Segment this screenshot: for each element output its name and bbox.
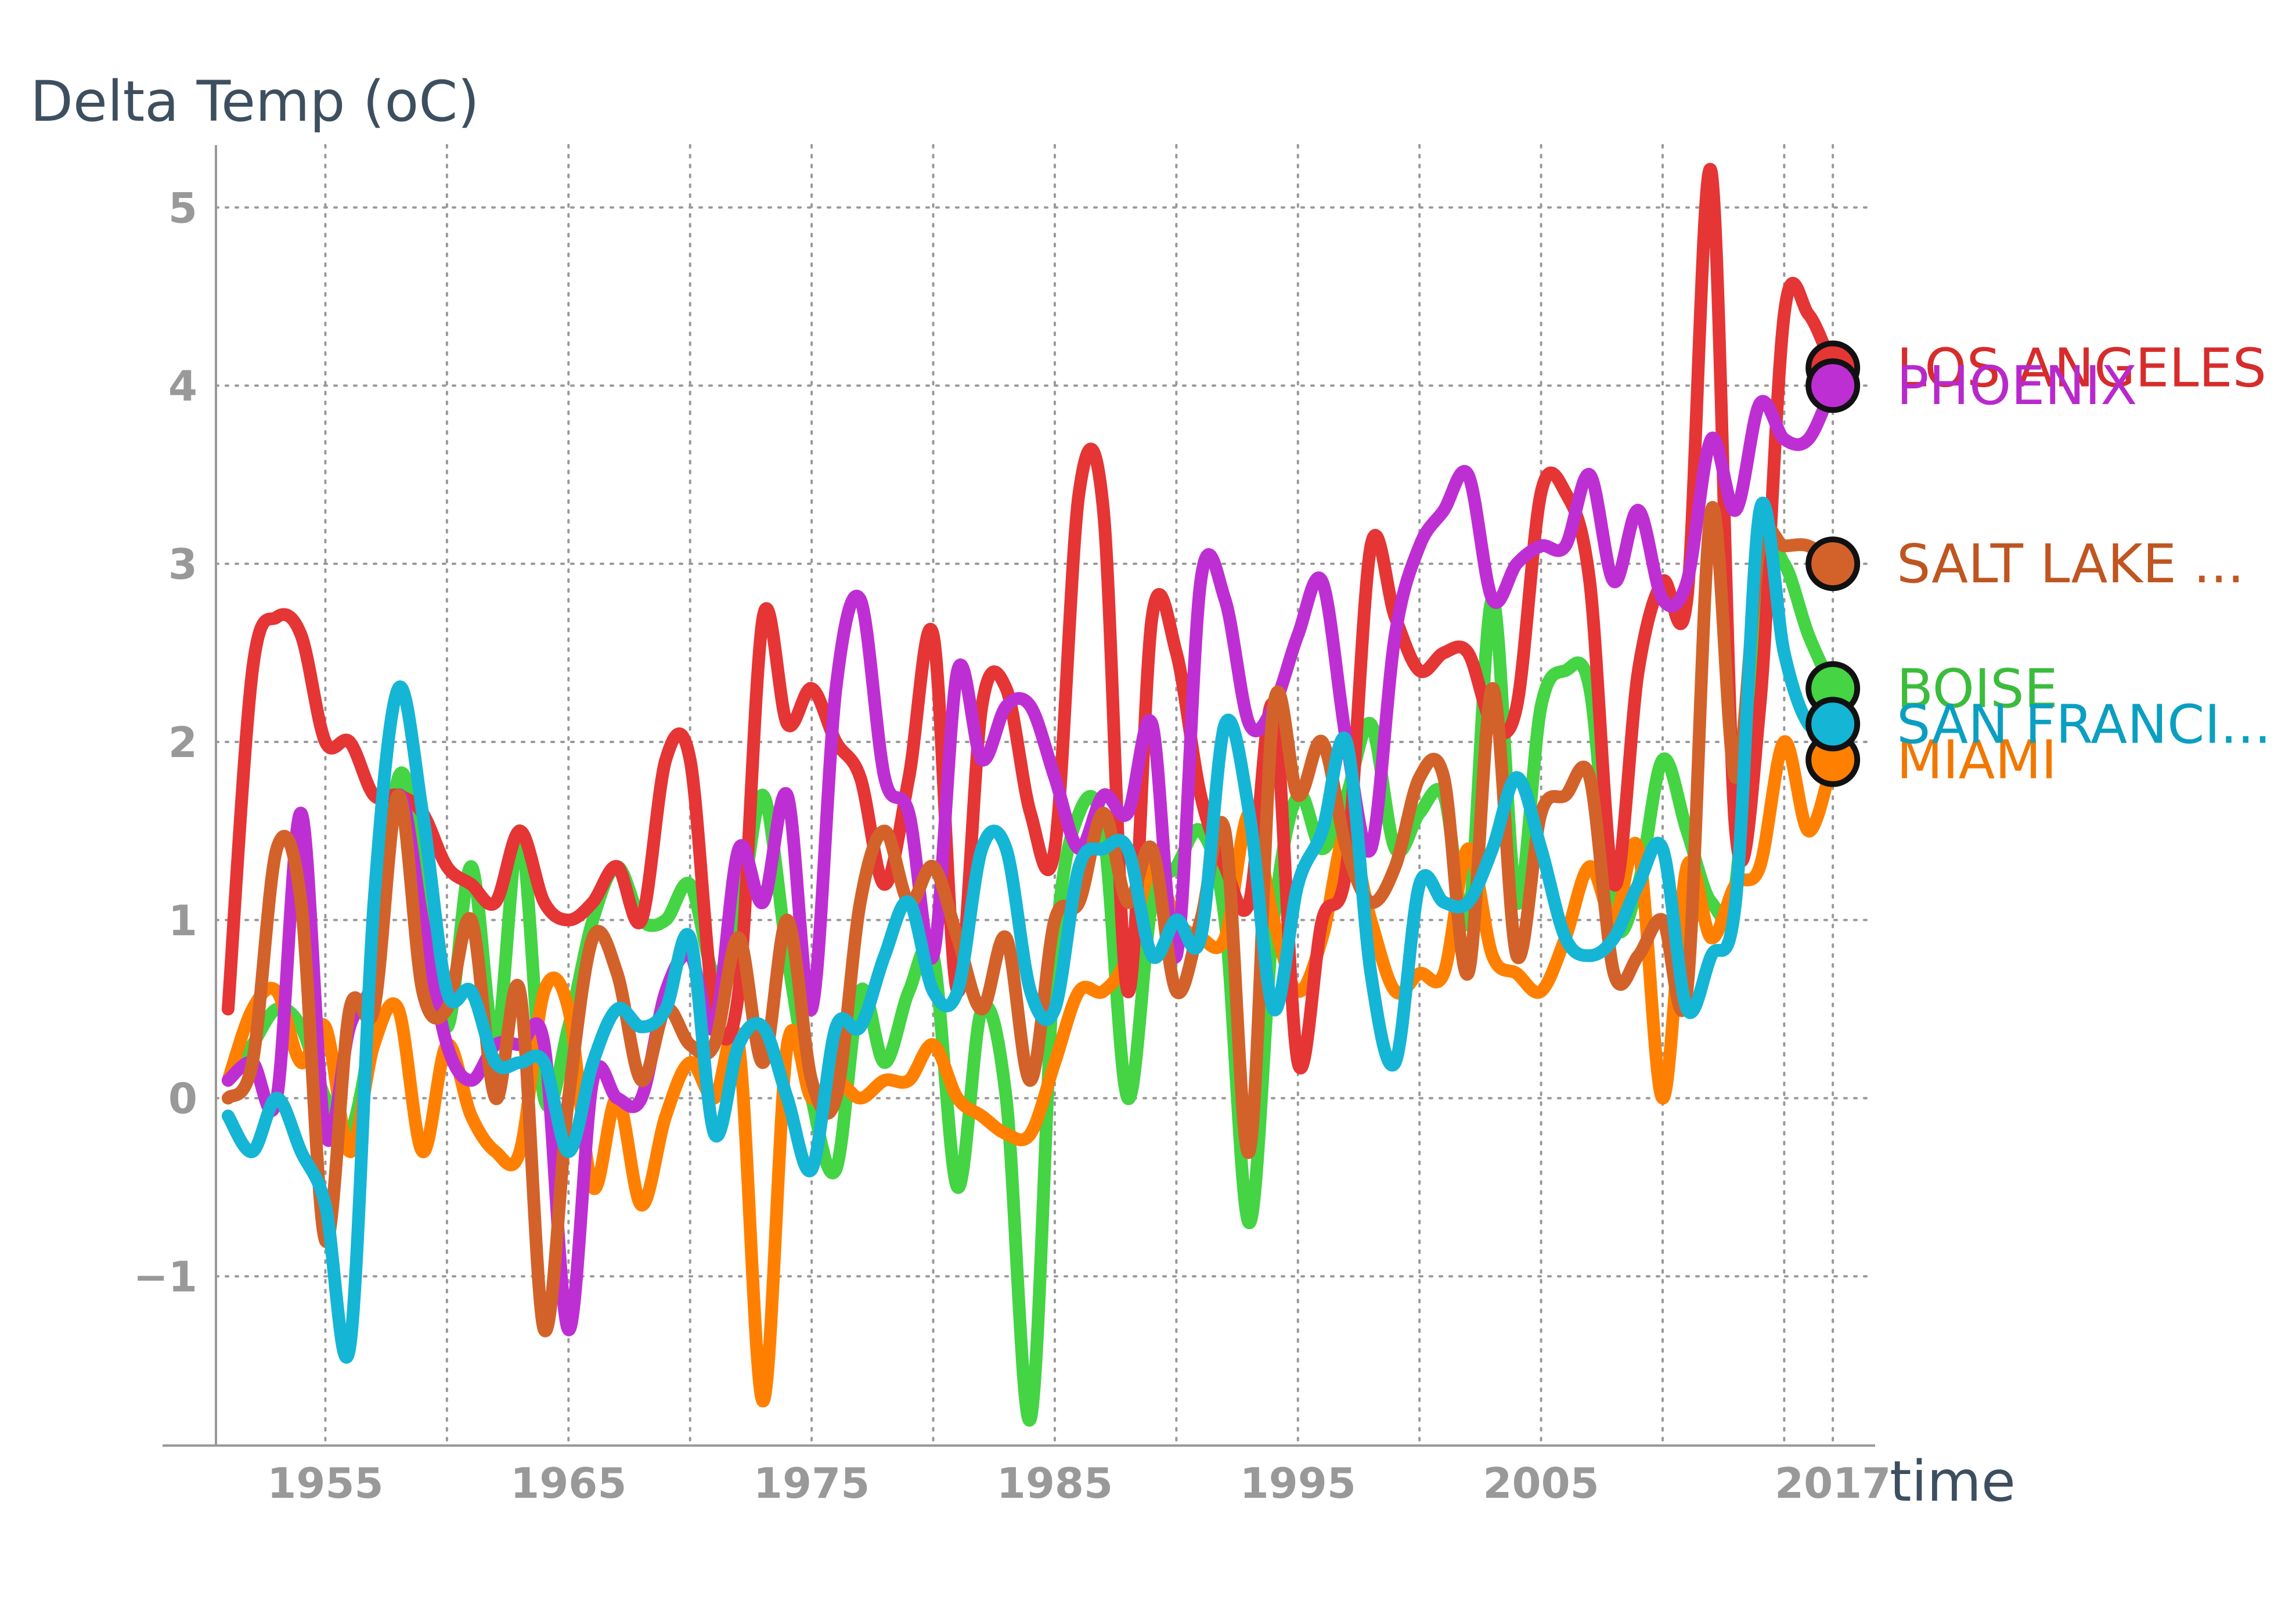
series-end-label-boise: BOISE (1897, 658, 2058, 720)
x-tick-label: 1985 (997, 1459, 1113, 1508)
axes (163, 145, 1875, 1447)
x-tick-label: 1965 (510, 1459, 626, 1508)
y-tick-label: 2 (168, 718, 197, 767)
y-tick-label: 5 (168, 183, 197, 232)
series-line-san-francisco (221, 496, 1840, 1364)
x-tick-label: 2005 (1483, 1459, 1599, 1508)
series-end-label-los-angeles: LOS ANGELES (1897, 337, 2266, 399)
series-line-salt-lake-city (221, 501, 1840, 1338)
series-end-label-phoenix: PHOENIX (1897, 355, 2137, 417)
series-end-label-san-francisco: SAN FRANCI... (1897, 693, 2271, 755)
series-end-markers (1805, 340, 1861, 787)
x-tick-label: 1975 (754, 1459, 870, 1508)
x-tick-label: 2017 (1775, 1459, 1891, 1508)
series-line-phoenix (221, 379, 1840, 1336)
series-lines (221, 163, 1840, 1427)
x-tick-label: 1955 (267, 1459, 383, 1508)
series-end-marker-phoenix (1805, 358, 1861, 413)
y-tick-label: 0 (168, 1075, 197, 1123)
series-line-los-angeles (221, 163, 1840, 1075)
x-axis-label: time (1890, 1449, 2016, 1514)
y-axis-label: Delta Temp (oC) (30, 69, 480, 134)
y-tick-labels: −1 0 1 2 3 4 5 (134, 183, 197, 1301)
y-tick-label: 3 (168, 540, 197, 589)
y-tick-label: −1 (134, 1252, 197, 1301)
series-end-label-miami: MIAMI (1897, 729, 2057, 791)
series-end-label-salt-lake-city: SALT LAKE ... (1897, 533, 2244, 595)
y-tick-label: 1 (168, 896, 197, 945)
series-end-marker-san-francisco (1805, 697, 1861, 752)
x-tick-labels: 1955 1965 1975 1985 1995 2005 2017 (267, 1459, 1891, 1508)
y-tick-label: 4 (168, 362, 197, 410)
series-end-marker-salt-lake-city (1805, 536, 1861, 592)
x-tick-label: 1995 (1240, 1459, 1356, 1508)
